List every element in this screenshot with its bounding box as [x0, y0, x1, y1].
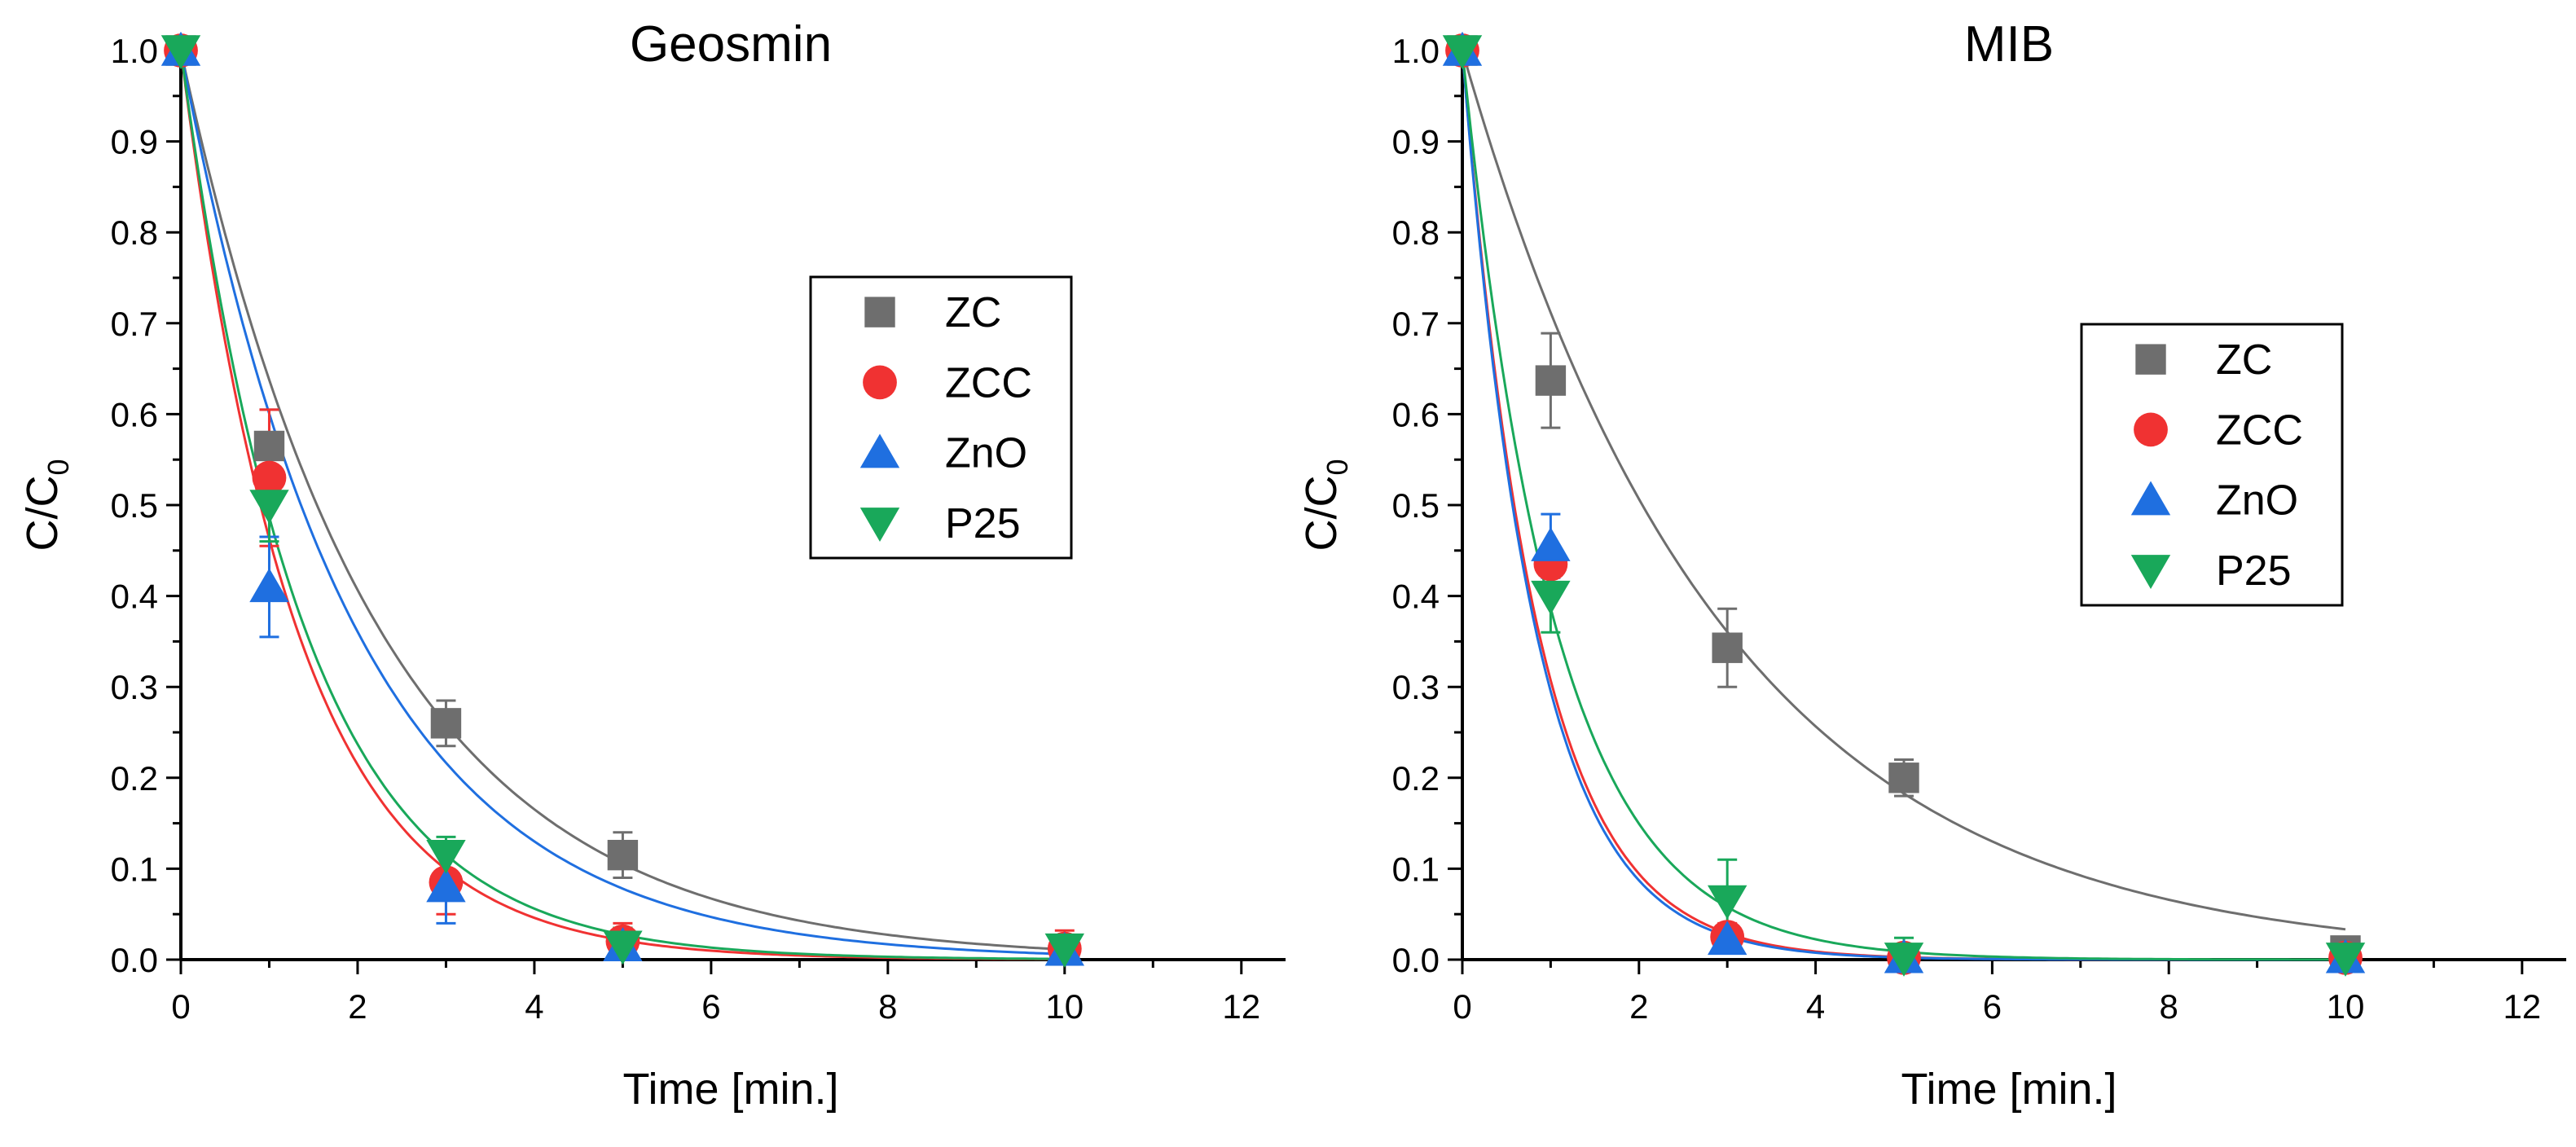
y-tick-label: 0.1 — [1392, 850, 1440, 888]
x-tick-label: 0 — [171, 987, 190, 1026]
legend-label-zc: ZC — [945, 289, 1001, 336]
y-tick-label: 0.7 — [111, 305, 158, 343]
data-point-p25 — [603, 930, 643, 965]
x-tick-label: 4 — [1806, 987, 1825, 1026]
x-tick-label: 10 — [2327, 987, 2365, 1026]
chart-title: Geosmin — [630, 16, 832, 73]
legend-marker-zcc — [863, 365, 897, 400]
chart-mib: MIB Time [min.] C/C0 0.0 0.1 0.2 0.3 0.4 0.5 0… — [1297, 16, 2566, 1114]
data-point-p25 — [2325, 943, 2366, 977]
legend-box — [809, 275, 1073, 560]
data-point-p25 — [1708, 885, 1747, 920]
legend-label-zcc: ZCC — [2216, 407, 2303, 454]
data-point-zc — [430, 708, 462, 739]
data-point-zc — [607, 839, 639, 871]
legend-box — [2080, 323, 2344, 607]
y-tick-label: 0.1 — [111, 850, 158, 888]
x-tick-label: 6 — [701, 987, 720, 1026]
x-tick-label: 2 — [1629, 987, 1648, 1026]
x-tick-label: 12 — [2503, 987, 2541, 1026]
data-point-p25 — [1044, 933, 1084, 968]
data-point-zc — [1535, 365, 1567, 396]
y-tick-label: 0.9 — [111, 123, 158, 161]
y-tick-label: 0.8 — [111, 213, 158, 252]
legend-marker-zcc — [2134, 412, 2168, 447]
x-tick-label: 0 — [1453, 987, 1471, 1026]
data-point-p25 — [1531, 580, 1571, 615]
y-tick-label: 0.3 — [111, 668, 158, 706]
x-tick-label: 10 — [1045, 987, 1084, 1026]
data-point-zno — [426, 868, 466, 903]
legend-label-zcc: ZCC — [945, 359, 1032, 407]
legend-marker-zc — [2135, 344, 2166, 375]
data-point-zcc — [252, 460, 287, 495]
data-point-zno — [1708, 921, 1747, 956]
y-tick-label: 0.8 — [1392, 213, 1440, 252]
y-tick-label: 0.2 — [1392, 759, 1440, 798]
x-tick-label: 8 — [878, 987, 897, 1026]
y-tick-label: 0.2 — [111, 759, 158, 798]
legend-marker-zno — [859, 433, 900, 468]
legend-marker-p25 — [859, 508, 900, 542]
x-axis-title: Time [min.] — [622, 1065, 838, 1114]
data-point-zc — [1888, 762, 1919, 793]
fit-curve-zno — [179, 50, 1065, 956]
legend-label-zc: ZC — [2216, 336, 2272, 384]
y-tick-label: 0.6 — [111, 395, 158, 433]
data-point-zc — [1712, 632, 1743, 663]
y-tick-label: 0.4 — [1392, 578, 1440, 616]
y-tick-label: 0.3 — [1392, 668, 1440, 706]
data-point-p25 — [160, 35, 201, 70]
data-point-p25 — [249, 490, 289, 525]
data-point-zc — [253, 430, 285, 462]
legend-label-p25: P25 — [2216, 547, 2292, 595]
y-axis-title: C/C0 — [18, 459, 75, 551]
chart-geosmin: Geosmin Time [min.] C/C0 0.0 0.1 0.2 0.3 0.4… — [18, 16, 1286, 1114]
legend: ZC ZCC ZnO P25 — [809, 275, 1073, 560]
y-tick-label: 0.6 — [1392, 395, 1440, 433]
y-tick-label: 0.4 — [111, 578, 158, 616]
data-point-zno — [1531, 527, 1571, 561]
legend-label-p25: P25 — [945, 500, 1021, 547]
x-tick-label: 2 — [348, 987, 367, 1026]
legend-marker-zno — [2130, 481, 2171, 516]
legend-label-zno: ZnO — [945, 430, 1027, 477]
legend: ZC ZCC ZnO P25 — [2080, 323, 2344, 607]
legend-marker-zc — [864, 297, 895, 327]
y-tick-label: 0.0 — [111, 941, 158, 979]
x-axis-title: Time [min.] — [1901, 1065, 2117, 1114]
y-tick-label: 0.7 — [1392, 305, 1440, 343]
data-point-p25 — [1884, 943, 1924, 977]
y-tick-label: 0.0 — [1392, 941, 1440, 979]
y-tick-label: 0.9 — [1392, 123, 1440, 161]
y-tick-label: 1.0 — [111, 32, 158, 70]
y-axis-title: C/C0 — [1297, 459, 1354, 551]
x-tick-label: 6 — [1983, 987, 2002, 1026]
chart-title: MIB — [1964, 16, 2054, 73]
data-point-p25 — [1442, 35, 1483, 70]
data-point-p25 — [426, 839, 466, 874]
y-tick-label: 1.0 — [1392, 32, 1440, 70]
y-tick-label: 0.5 — [111, 486, 158, 525]
x-tick-label: 8 — [2160, 987, 2178, 1026]
x-tick-label: 4 — [525, 987, 543, 1026]
y-tick-label: 0.5 — [1392, 486, 1440, 525]
x-tick-label: 12 — [1222, 987, 1260, 1026]
data-point-zno — [249, 568, 289, 603]
legend-marker-p25 — [2130, 555, 2171, 589]
legend-label-zno: ZnO — [2216, 477, 2298, 525]
